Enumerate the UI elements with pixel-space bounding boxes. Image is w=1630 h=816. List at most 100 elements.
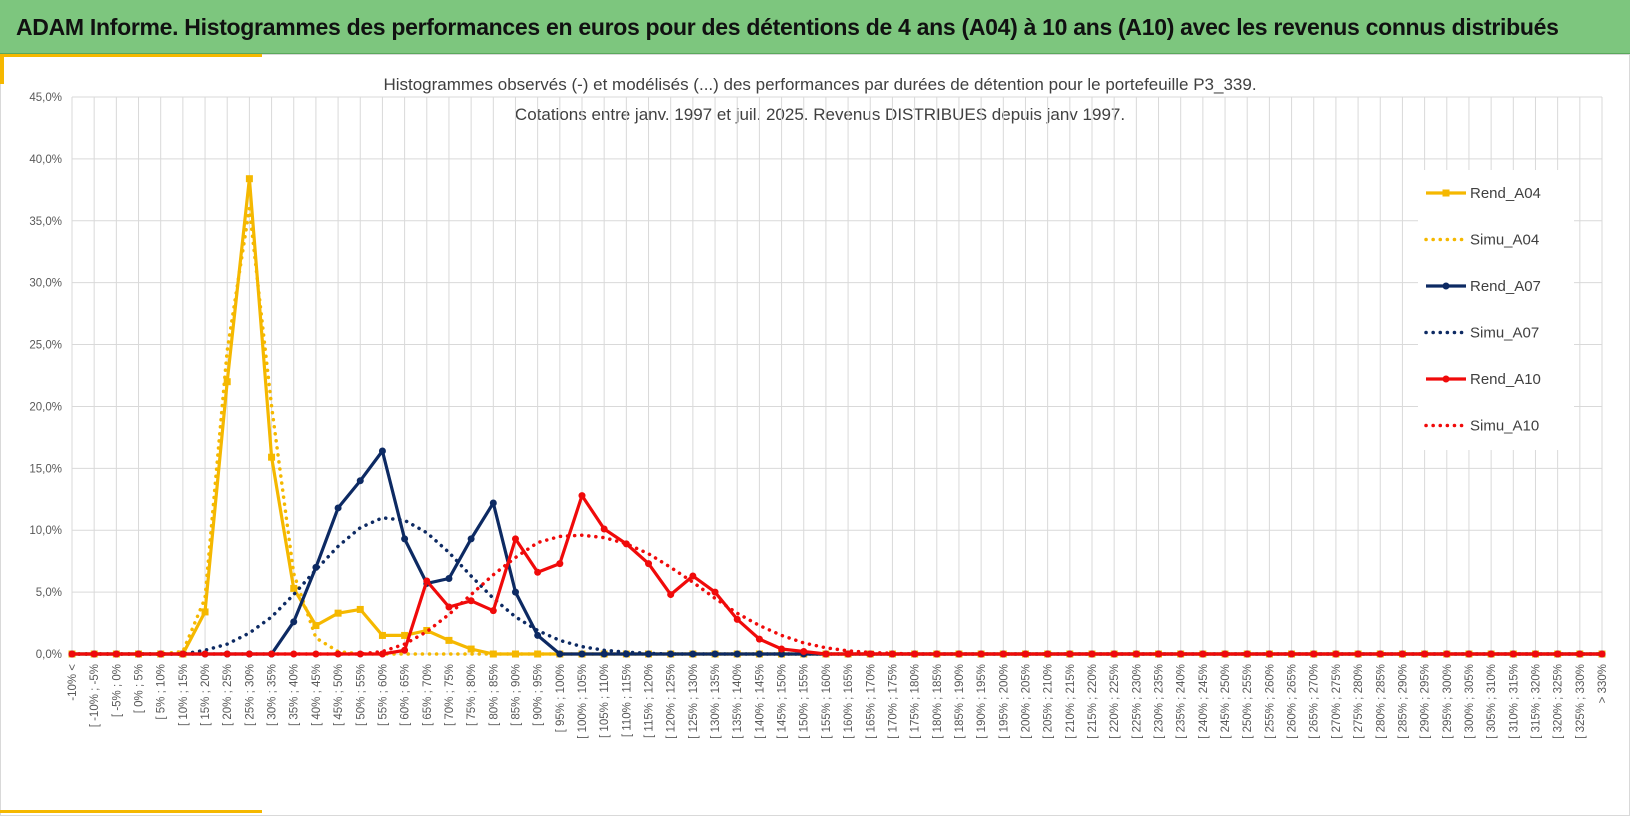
x-tick-label: [ 60% ; 65% [400, 664, 412, 726]
data-point-rend-a07 [489, 499, 497, 507]
legend-label-rend-a10: Rend_A10 [1470, 371, 1541, 388]
x-tick-label: [ 115% ; 120% [644, 664, 656, 738]
data-point-rend-a07 [711, 650, 719, 658]
x-tick-label: [ 285% ; 290% [1397, 664, 1409, 739]
series-lines [68, 175, 1606, 658]
data-point-rend-a10 [822, 650, 830, 658]
x-tick-label: [ 135% ; 140% [732, 664, 744, 739]
data-point-rend-a10 [1554, 650, 1562, 658]
series-line-simu-a10 [70, 533, 1604, 656]
legend-label-simu-a10: Simu_A10 [1470, 418, 1539, 435]
x-tick-label: [ 210% ; 215% [1065, 664, 1077, 739]
x-tick-label: [ 220% ; 225% [1109, 664, 1121, 739]
data-point-rend-a10 [977, 650, 985, 658]
x-tick-label: [ -10% ; -5% [89, 664, 101, 727]
x-tick-label: [ 310% ; 315% [1508, 664, 1520, 739]
data-point-rend-a07 [356, 477, 364, 485]
data-point-rend-a10 [1221, 650, 1229, 658]
x-tick-label: [ 280% ; 285% [1375, 664, 1387, 739]
data-point-rend-a04 [201, 608, 209, 616]
chart-title-line-2: Cotations entre janv. 1997 et juil. 2025… [515, 105, 1125, 124]
y-tick-label: 15,0% [29, 463, 62, 475]
data-point-rend-a10 [534, 568, 542, 576]
data-point-rend-a07 [556, 650, 564, 658]
data-point-rend-a04 [356, 605, 364, 613]
legend-label-simu-a04: Simu_A04 [1470, 232, 1539, 249]
x-tick-label: [ 55% ; 60% [377, 664, 389, 726]
x-tick-label: [ 50% ; 55% [355, 664, 367, 726]
y-tick-label: 45,0% [29, 92, 62, 104]
x-tick-label: [ 180% ; 185% [932, 664, 944, 739]
x-tick-label: [ 200% ; 205% [1020, 664, 1032, 739]
data-point-rend-a10 [578, 492, 586, 500]
data-point-rend-a07 [401, 535, 409, 543]
data-point-rend-a07 [733, 650, 741, 658]
legend-marker-rend-a04 [1442, 189, 1450, 197]
y-axis-ticks: 0,0% 5,0% 10,0% 15,0% 20,0% 25,0% 30,0% 35,0% 40… [29, 92, 62, 661]
data-point-rend-a10 [600, 525, 608, 533]
x-tick-label: [ 45% ; 50% [333, 664, 345, 726]
data-point-rend-a10 [401, 646, 409, 654]
data-point-rend-a10 [1177, 650, 1185, 658]
x-tick-label: -10% < [67, 664, 79, 701]
data-point-rend-a10 [1354, 650, 1362, 658]
data-point-rend-a07 [445, 574, 453, 582]
data-point-rend-a07 [334, 504, 342, 512]
data-point-rend-a10 [800, 648, 808, 656]
x-tick-label: [ 230% ; 235% [1154, 664, 1166, 739]
x-tick-label: [ 305% ; 310% [1486, 664, 1498, 739]
x-tick-label: [ 145% ; 150% [777, 664, 789, 739]
x-tick-label: [ 80% ; 85% [488, 664, 500, 726]
data-point-rend-a10 [711, 588, 719, 596]
y-tick-label: 30,0% [29, 278, 62, 290]
legend-marker-rend-a10 [1442, 375, 1450, 383]
x-tick-label: [ 225% ; 230% [1131, 664, 1143, 739]
data-point-rend-a10 [755, 635, 763, 643]
accent-bar-bottom [0, 810, 262, 813]
series-line-simu-a04 [70, 206, 1604, 656]
x-tick-label: [ 270% ; 275% [1331, 664, 1343, 739]
series-line-rend-a04 [72, 177, 1602, 656]
data-point-rend-a10 [667, 591, 675, 599]
y-tick-label: 5,0% [36, 587, 62, 599]
x-tick-label: [ 290% ; 295% [1420, 664, 1432, 739]
data-point-rend-a10 [1044, 650, 1052, 658]
x-tick-label: [ 235% ; 240% [1176, 664, 1188, 739]
data-point-rend-a07 [534, 631, 542, 639]
x-tick-label: [ 85% ; 90% [510, 664, 522, 726]
data-point-rend-a10 [1155, 650, 1163, 658]
data-point-rend-a10 [999, 650, 1007, 658]
x-tick-label: [ 320% ; 325% [1553, 664, 1565, 739]
x-tick-label: [ 170% ; 175% [887, 664, 899, 739]
data-point-rend-a10 [334, 650, 342, 658]
data-point-rend-a07 [467, 535, 475, 543]
x-tick-label: [ 20% ; 25% [222, 664, 234, 726]
x-tick-label: [ 35% ; 40% [289, 664, 301, 726]
y-tick-label: 10,0% [29, 525, 62, 537]
x-tick-label: [ 315% ; 320% [1530, 664, 1542, 739]
legend-marker-rend-a07 [1442, 282, 1450, 290]
data-point-rend-a10 [356, 650, 364, 658]
gridlines [71, 96, 1603, 655]
data-point-rend-a10 [733, 615, 741, 623]
x-tick-label: [ 160% ; 165% [843, 664, 855, 739]
legend-box [1418, 170, 1574, 450]
x-tick-label: [ 260% ; 265% [1287, 664, 1299, 739]
x-tick-label: [ 195% ; 200% [998, 664, 1010, 739]
x-tick-label: [ 275% ; 280% [1353, 664, 1365, 739]
data-point-rend-a04 [312, 622, 320, 630]
x-tick-label: [ 245% ; 250% [1220, 664, 1232, 739]
data-point-rend-a07 [689, 650, 697, 658]
series-line-simu-a07 [70, 516, 1604, 656]
x-tick-label: [ 70% ; 75% [444, 664, 456, 726]
data-point-rend-a10 [423, 577, 431, 585]
accent-bar-top [0, 54, 262, 57]
legend-label-rend-a07: Rend_A07 [1470, 278, 1541, 295]
chart-title-line-1: Histogrammes observés (-) et modélisés (… [383, 75, 1256, 94]
x-tick-label: [ 110% ; 115% [621, 664, 633, 737]
y-tick-label: 0,0% [36, 649, 62, 661]
x-tick-label: [ 215% ; 220% [1087, 664, 1099, 739]
x-tick-label: [ -5% ; 0% [111, 664, 123, 717]
data-point-rend-a10 [1421, 650, 1429, 658]
page-title: ADAM Informe. Histogrammes des performan… [16, 14, 1559, 40]
